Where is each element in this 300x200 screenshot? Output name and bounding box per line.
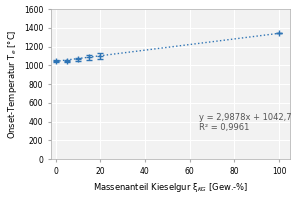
Text: y = 2,9878x + 1042,7
R² = 0,9961: y = 2,9878x + 1042,7 R² = 0,9961	[199, 113, 292, 132]
Y-axis label: Onset-Temperatur T$_e$ [°C]: Onset-Temperatur T$_e$ [°C]	[6, 29, 19, 139]
X-axis label: Massenanteil Kieselgur ξ$_{KG}$ [Gew.-%]: Massenanteil Kieselgur ξ$_{KG}$ [Gew.-%]	[93, 181, 248, 194]
